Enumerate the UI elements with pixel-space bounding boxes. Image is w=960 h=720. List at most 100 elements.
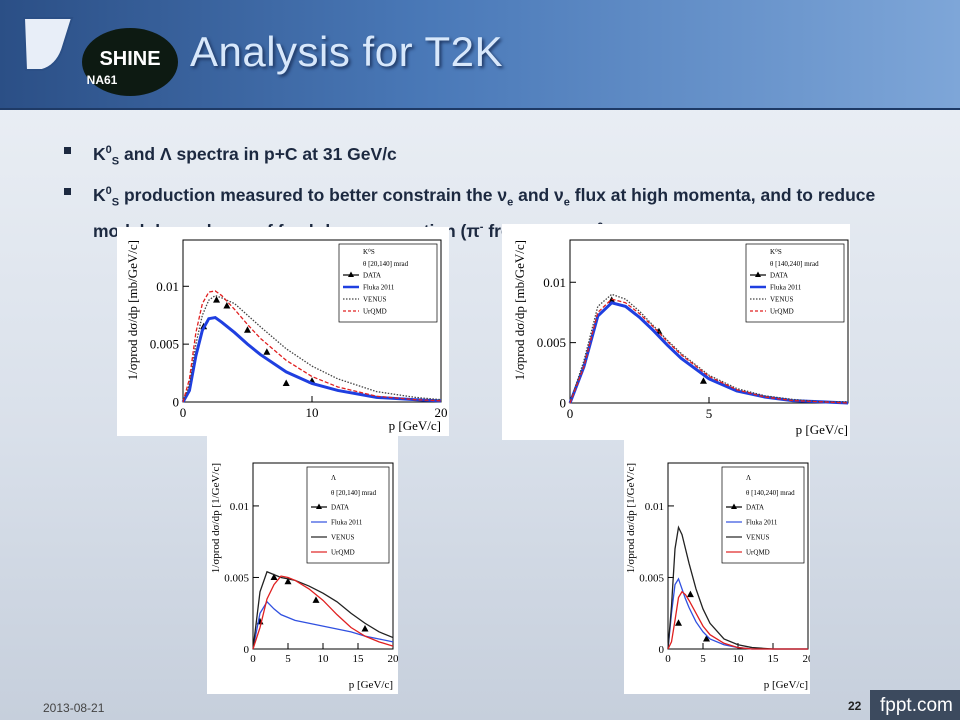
legend-label: VENUS bbox=[770, 296, 793, 304]
legend-subtitle: θ [140,240] mrad bbox=[770, 260, 819, 268]
legend-subtitle: θ [140,240] mrad bbox=[746, 489, 795, 497]
series-line bbox=[569, 298, 849, 404]
bullet-text: K bbox=[93, 143, 106, 164]
x-axis-label: p [GeV/c] bbox=[349, 679, 393, 691]
x-tick-label: 5 bbox=[285, 653, 291, 665]
series-line bbox=[252, 575, 394, 650]
page-number: 22 bbox=[848, 699, 862, 713]
footer-brand: fppt.com bbox=[880, 695, 953, 716]
legend-label: UrQMD bbox=[331, 549, 355, 557]
data-point bbox=[703, 634, 710, 642]
data-point bbox=[312, 596, 320, 603]
data-point bbox=[213, 296, 221, 303]
legend-box bbox=[338, 243, 438, 323]
data-point bbox=[284, 577, 292, 585]
legend-label: Fluka 2011 bbox=[746, 519, 778, 527]
y-axis-label: 1/σprod dσ/dp [1/GeV/c] bbox=[625, 463, 637, 573]
series-line bbox=[252, 570, 394, 650]
y-tick-label: 0.01 bbox=[156, 279, 179, 294]
data-point bbox=[282, 379, 290, 386]
y-tick-label: 0.005 bbox=[224, 572, 249, 584]
x-tick-label: 20 bbox=[388, 653, 399, 665]
bullet-text: 0 bbox=[105, 144, 112, 156]
logo-ellipse bbox=[82, 28, 178, 96]
series-line bbox=[181, 315, 442, 403]
y-tick-label: 0 bbox=[244, 644, 250, 656]
chart: 0 5 0 0.005 0.01 p [GeV/c] 1/σprod dσ/dp [mb/G… bbox=[502, 224, 850, 440]
legend-box bbox=[306, 466, 390, 564]
x-tick-label: 0 bbox=[665, 653, 671, 665]
x-tick-label: 10 bbox=[306, 405, 319, 420]
legend-marker bbox=[731, 503, 737, 509]
legend-label: Fluka 2011 bbox=[331, 519, 363, 527]
chart: 0 5 10 15 20 0 0.005 0.01 p [GeV/c] 1/σprod dσ/dp… bbox=[207, 436, 398, 694]
series-line bbox=[182, 290, 442, 403]
y-axis-label: 1/σprod dσ/dp [mb/GeV/c] bbox=[125, 240, 140, 380]
logo-shape bbox=[22, 17, 74, 71]
legend-title: K⁰S bbox=[363, 248, 375, 256]
bullet-text: e bbox=[507, 196, 514, 209]
y-tick-label: 0 bbox=[659, 644, 665, 656]
bullet-text: and Λ spectra in p+C at 31 GeV/c bbox=[119, 143, 397, 164]
bullet-text: e bbox=[563, 196, 570, 209]
x-axis-label: p [GeV/c] bbox=[389, 418, 441, 433]
data-point bbox=[675, 619, 682, 626]
chart: 0 10 20 0 0.005 0.01 p [GeV/c] 1/σprod dσ/dp [m… bbox=[117, 227, 449, 436]
legend-label: Fluka 2011 bbox=[770, 284, 802, 292]
x-tick-label: 0 bbox=[250, 653, 256, 665]
x-tick-label: 20 bbox=[803, 653, 811, 665]
x-tick-label: 10 bbox=[733, 653, 745, 665]
header: SHINE NA61 Analysis for T2K bbox=[0, 0, 960, 110]
legend-marker bbox=[348, 271, 354, 277]
series-line bbox=[569, 293, 848, 404]
y-axis-label: 1/σprod dσ/dp [mb/GeV/c] bbox=[512, 240, 527, 380]
legend-subtitle: θ [20,140] mrad bbox=[331, 489, 377, 497]
legend-title: K⁰S bbox=[770, 248, 782, 256]
legend-box bbox=[721, 466, 805, 564]
data-point bbox=[699, 377, 707, 384]
y-tick-label: 0.005 bbox=[150, 337, 179, 352]
logo: SHINE NA61 bbox=[22, 17, 178, 96]
legend-label: UrQMD bbox=[770, 308, 794, 316]
footer-bar bbox=[870, 690, 960, 720]
chart: 0 5 10 15 20 0 0.005 0.01 p [GeV/c] 1/σprod dσ/dp… bbox=[624, 440, 810, 694]
bullet: K0S and Λ spectra in p+C at 31 GeV/c bbox=[60, 138, 920, 173]
bullet-text: - bbox=[479, 220, 484, 233]
x-tick-label: 10 bbox=[318, 653, 330, 665]
x-axis-label: p [GeV/c] bbox=[796, 422, 848, 437]
bullet-text: K bbox=[93, 185, 106, 206]
x-tick-label: 5 bbox=[706, 406, 713, 421]
series-line bbox=[252, 600, 394, 650]
series-line bbox=[667, 590, 808, 650]
series-line bbox=[667, 577, 808, 650]
x-tick-label: 15 bbox=[768, 653, 780, 665]
y-tick-label: 0 bbox=[173, 395, 180, 410]
x-tick-label: 0 bbox=[180, 405, 187, 420]
legend-label: VENUS bbox=[331, 534, 354, 542]
legend-label: UrQMD bbox=[363, 308, 387, 316]
legend-subtitle: θ [20,140] mrad bbox=[363, 260, 409, 268]
legend-marker bbox=[316, 503, 322, 509]
x-tick-label: 5 bbox=[700, 653, 706, 665]
y-tick-label: 0 bbox=[560, 396, 567, 411]
data-point bbox=[223, 301, 231, 309]
data-point bbox=[686, 590, 694, 598]
x-tick-label: 15 bbox=[353, 653, 365, 665]
legend-label: Fluka 2011 bbox=[363, 284, 395, 292]
bullet-text: S bbox=[111, 155, 120, 168]
data-point bbox=[361, 624, 369, 632]
legend-marker bbox=[755, 271, 761, 277]
legend-label: DATA bbox=[331, 504, 349, 512]
logo-subtext: NA61 bbox=[87, 73, 118, 87]
data-point bbox=[244, 326, 251, 333]
series-line bbox=[667, 525, 808, 650]
x-tick-label: 0 bbox=[567, 406, 574, 421]
bullet-text: 0 bbox=[105, 185, 112, 198]
legend-label: VENUS bbox=[363, 296, 386, 304]
legend-title: Λ bbox=[331, 474, 336, 482]
x-tick-label: 20 bbox=[435, 405, 448, 420]
slide-title: Analysis for T2K bbox=[190, 28, 504, 75]
y-axis-label: 1/σprod dσ/dp [1/GeV/c] bbox=[210, 463, 222, 573]
legend-title: Λ bbox=[746, 474, 751, 482]
